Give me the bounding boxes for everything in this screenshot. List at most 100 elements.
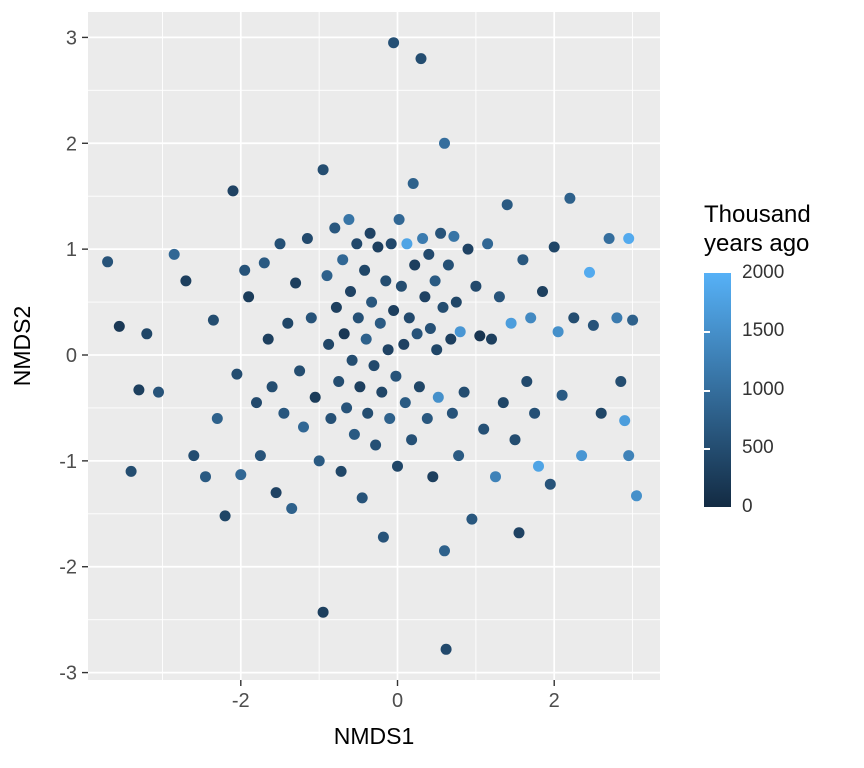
data-point <box>113 320 125 332</box>
data-point <box>552 326 564 338</box>
data-point <box>537 286 548 297</box>
data-point <box>505 317 517 329</box>
data-point <box>401 238 413 250</box>
data-point <box>377 531 389 543</box>
data-point <box>356 492 368 504</box>
data-point <box>376 386 388 398</box>
data-point <box>309 391 321 403</box>
data-point <box>282 317 294 329</box>
data-point <box>352 312 364 324</box>
data-point <box>251 397 262 409</box>
legend-title-line2: years ago <box>704 230 810 258</box>
data-point <box>286 503 298 514</box>
data-point <box>258 257 270 269</box>
data-point <box>254 450 266 462</box>
data-point <box>529 407 541 419</box>
colorbar-tick-label: 1000 <box>742 378 785 400</box>
data-point <box>556 389 568 401</box>
data-point <box>513 527 525 539</box>
data-point <box>533 460 544 472</box>
data-point <box>227 185 239 197</box>
data-point <box>490 471 501 483</box>
data-point <box>576 450 588 462</box>
data-point <box>631 490 642 502</box>
data-point <box>406 434 418 446</box>
data-point <box>474 330 486 342</box>
colorbar: 2000 1500 1000 500 0 <box>704 262 811 517</box>
data-point <box>595 407 607 419</box>
data-point <box>343 214 355 225</box>
data-point <box>321 270 333 282</box>
legend-title-line1: Thousand <box>704 201 811 228</box>
data-point <box>301 233 313 244</box>
data-point <box>462 243 474 255</box>
data-point <box>427 471 439 483</box>
data-point <box>323 338 335 350</box>
data-point <box>409 259 421 271</box>
data-point <box>168 248 180 260</box>
y-tick-label: 2 <box>66 133 77 155</box>
colorbar-tick-label: 1500 <box>742 319 785 341</box>
data-point <box>407 178 419 189</box>
data-point <box>266 381 278 393</box>
data-point <box>446 407 458 419</box>
data-point <box>493 291 505 303</box>
colorbar-tick-label: 2000 <box>742 261 785 283</box>
x-tick-label: 2 <box>549 690 560 712</box>
data-point <box>359 264 371 276</box>
data-point <box>435 227 447 239</box>
data-point <box>305 312 317 324</box>
data-point <box>611 312 623 324</box>
data-point <box>415 53 427 65</box>
x-axis-title: NMDS1 <box>334 723 415 749</box>
data-point <box>564 192 576 204</box>
data-point <box>548 241 560 253</box>
data-point <box>274 238 286 250</box>
data-point <box>278 407 290 419</box>
data-point <box>432 391 444 403</box>
legend-title: Thousand years ago <box>704 200 811 259</box>
y-tick-label: 1 <box>66 239 77 261</box>
data-point <box>351 238 363 250</box>
data-point <box>603 233 615 244</box>
data-point <box>188 450 200 462</box>
data-point <box>239 264 251 276</box>
data-point <box>348 428 360 440</box>
data-point <box>393 214 405 225</box>
data-point <box>235 469 247 481</box>
data-point <box>102 256 114 268</box>
y-tick-label: 0 <box>66 345 77 367</box>
data-point <box>501 199 513 211</box>
data-point <box>380 275 392 287</box>
data-point <box>335 465 347 477</box>
data-point <box>231 368 243 380</box>
data-point <box>345 286 356 297</box>
data-point <box>450 296 462 308</box>
data-point <box>395 280 407 292</box>
data-point <box>317 606 329 618</box>
y-tick-label: -1 <box>59 451 77 473</box>
data-point <box>623 450 635 462</box>
data-point <box>354 381 366 393</box>
panel-background <box>88 12 660 680</box>
legend: Thousand years ago 2000 1500 1000 500 0 <box>704 200 811 517</box>
data-point <box>411 328 423 340</box>
data-point <box>424 323 436 334</box>
data-point <box>341 402 353 414</box>
data-point <box>399 397 411 409</box>
data-point <box>364 227 376 239</box>
data-point <box>219 510 231 522</box>
data-point <box>388 37 400 49</box>
y-tick-label: -2 <box>59 557 77 579</box>
data-point <box>200 471 211 483</box>
y-tick-label: -3 <box>59 663 77 685</box>
data-point <box>290 277 302 289</box>
y-tick-label: 3 <box>66 27 77 49</box>
data-point <box>470 280 482 292</box>
data-point <box>207 314 219 326</box>
data-point <box>417 233 429 244</box>
data-point <box>313 455 325 467</box>
colorbar-tick-label: 500 <box>742 436 774 458</box>
data-point <box>486 333 497 345</box>
